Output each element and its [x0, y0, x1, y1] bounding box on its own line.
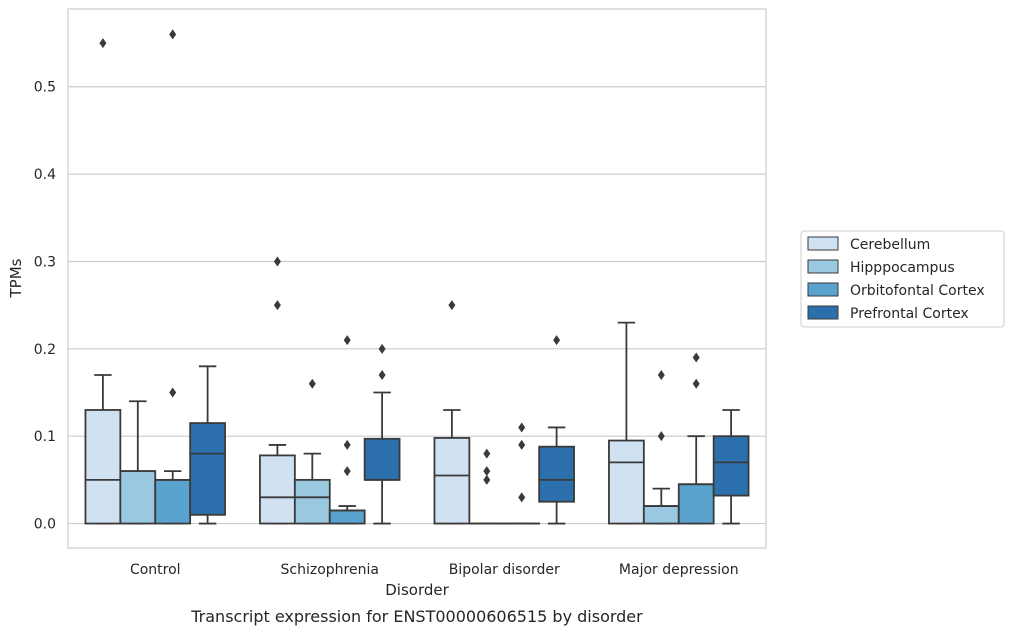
outlier-point [169, 387, 177, 398]
outlier-point [553, 335, 561, 346]
outlier-point [378, 370, 386, 381]
outlier-point [518, 422, 526, 433]
x-tick-label: Schizophrenia [281, 562, 379, 578]
outlier-point [518, 439, 526, 450]
outlier-point [448, 300, 456, 311]
box-body [154, 478, 192, 525]
outlier-point [273, 256, 281, 267]
legend-label: Orbitofontal Cortex [850, 283, 985, 299]
y-tick-labels: 0.0 0.1 0.2 0.3 0.4 0.5 [34, 80, 56, 533]
box-body [84, 409, 122, 525]
box-body [328, 509, 366, 525]
box-cerebellum-0 [84, 38, 122, 525]
legend-swatch [807, 305, 839, 320]
y-tick-label: 0.4 [34, 167, 56, 183]
box-body [189, 422, 226, 516]
outlier-point [99, 38, 107, 49]
x-axis-title: Disorder [385, 581, 449, 599]
outlier-point [657, 431, 665, 442]
legend-label: Prefrontal Cortex [850, 306, 969, 322]
box-body [293, 478, 331, 525]
legend-swatch [807, 259, 839, 274]
box-orbitofontal-cortex-3 [677, 352, 715, 525]
y-tick-label: 0.5 [34, 80, 56, 96]
outlier-point [378, 343, 386, 354]
legend: Cerebellum Hipppocampus Orbitofontal Corte… [800, 230, 1005, 328]
box-prefrontal-cortex-3 [712, 409, 750, 525]
box-orbitofontal-cortex-1 [328, 335, 366, 525]
outlier-point [483, 466, 491, 477]
outlier-point [518, 492, 526, 503]
legend-label: Hipppocampus [850, 260, 955, 276]
x-tick-label: Bipolar disorder [449, 562, 560, 578]
box-body [119, 470, 157, 525]
outlier-point [692, 352, 700, 363]
outlier-point [343, 439, 351, 450]
y-axis-title: TPMs [7, 258, 25, 298]
box-prefrontal-cortex-2 [538, 335, 575, 525]
box-body [363, 437, 401, 481]
boxes [84, 29, 750, 525]
plot-background [68, 9, 766, 548]
box-body [538, 445, 575, 503]
box-body [259, 454, 296, 525]
box-cerebellum-2 [433, 300, 471, 525]
y-tick-label: 0.0 [34, 517, 56, 533]
legend-swatch [807, 236, 839, 251]
box-hipppocampus-0 [119, 400, 157, 525]
box-body [677, 483, 715, 525]
box-orbitofontal-cortex-2 [503, 422, 541, 525]
outlier-point [169, 29, 177, 40]
outlier-point [483, 474, 491, 485]
outlier-point [273, 300, 281, 311]
y-tick-label: 0.3 [34, 254, 56, 270]
outlier-point [692, 378, 700, 389]
box-orbitofontal-cortex-0 [154, 29, 192, 525]
outlier-point [483, 448, 491, 459]
box-hipppocampus-1 [293, 378, 331, 525]
x-tick-label: Control [130, 562, 181, 578]
box-body [642, 505, 680, 525]
box-hipppocampus-3 [642, 370, 680, 525]
legend-label: Cerebellum [850, 237, 930, 253]
box-body [608, 439, 645, 525]
outlier-point [308, 378, 316, 389]
x-tick-label: Major depression [619, 562, 739, 578]
box-body [712, 435, 750, 497]
legend-swatch [807, 282, 839, 297]
box-cerebellum-3 [608, 321, 645, 525]
box-prefrontal-cortex-0 [189, 365, 226, 525]
box-body [433, 437, 471, 525]
outlier-point [657, 370, 665, 381]
legend-frame [800, 230, 1005, 328]
plot-frame [67, 8, 767, 549]
box-cerebellum-1 [259, 256, 296, 525]
outlier-point [343, 466, 351, 477]
chart-caption: Transcript expression for ENST0000060651… [190, 607, 643, 626]
y-tick-label: 0.2 [34, 342, 56, 358]
y-tick-label: 0.1 [34, 429, 56, 445]
x-tick-labels: Control Schizophrenia Bipolar disorder Majo… [130, 562, 739, 578]
box-prefrontal-cortex-1 [363, 343, 401, 525]
outlier-point [343, 335, 351, 346]
